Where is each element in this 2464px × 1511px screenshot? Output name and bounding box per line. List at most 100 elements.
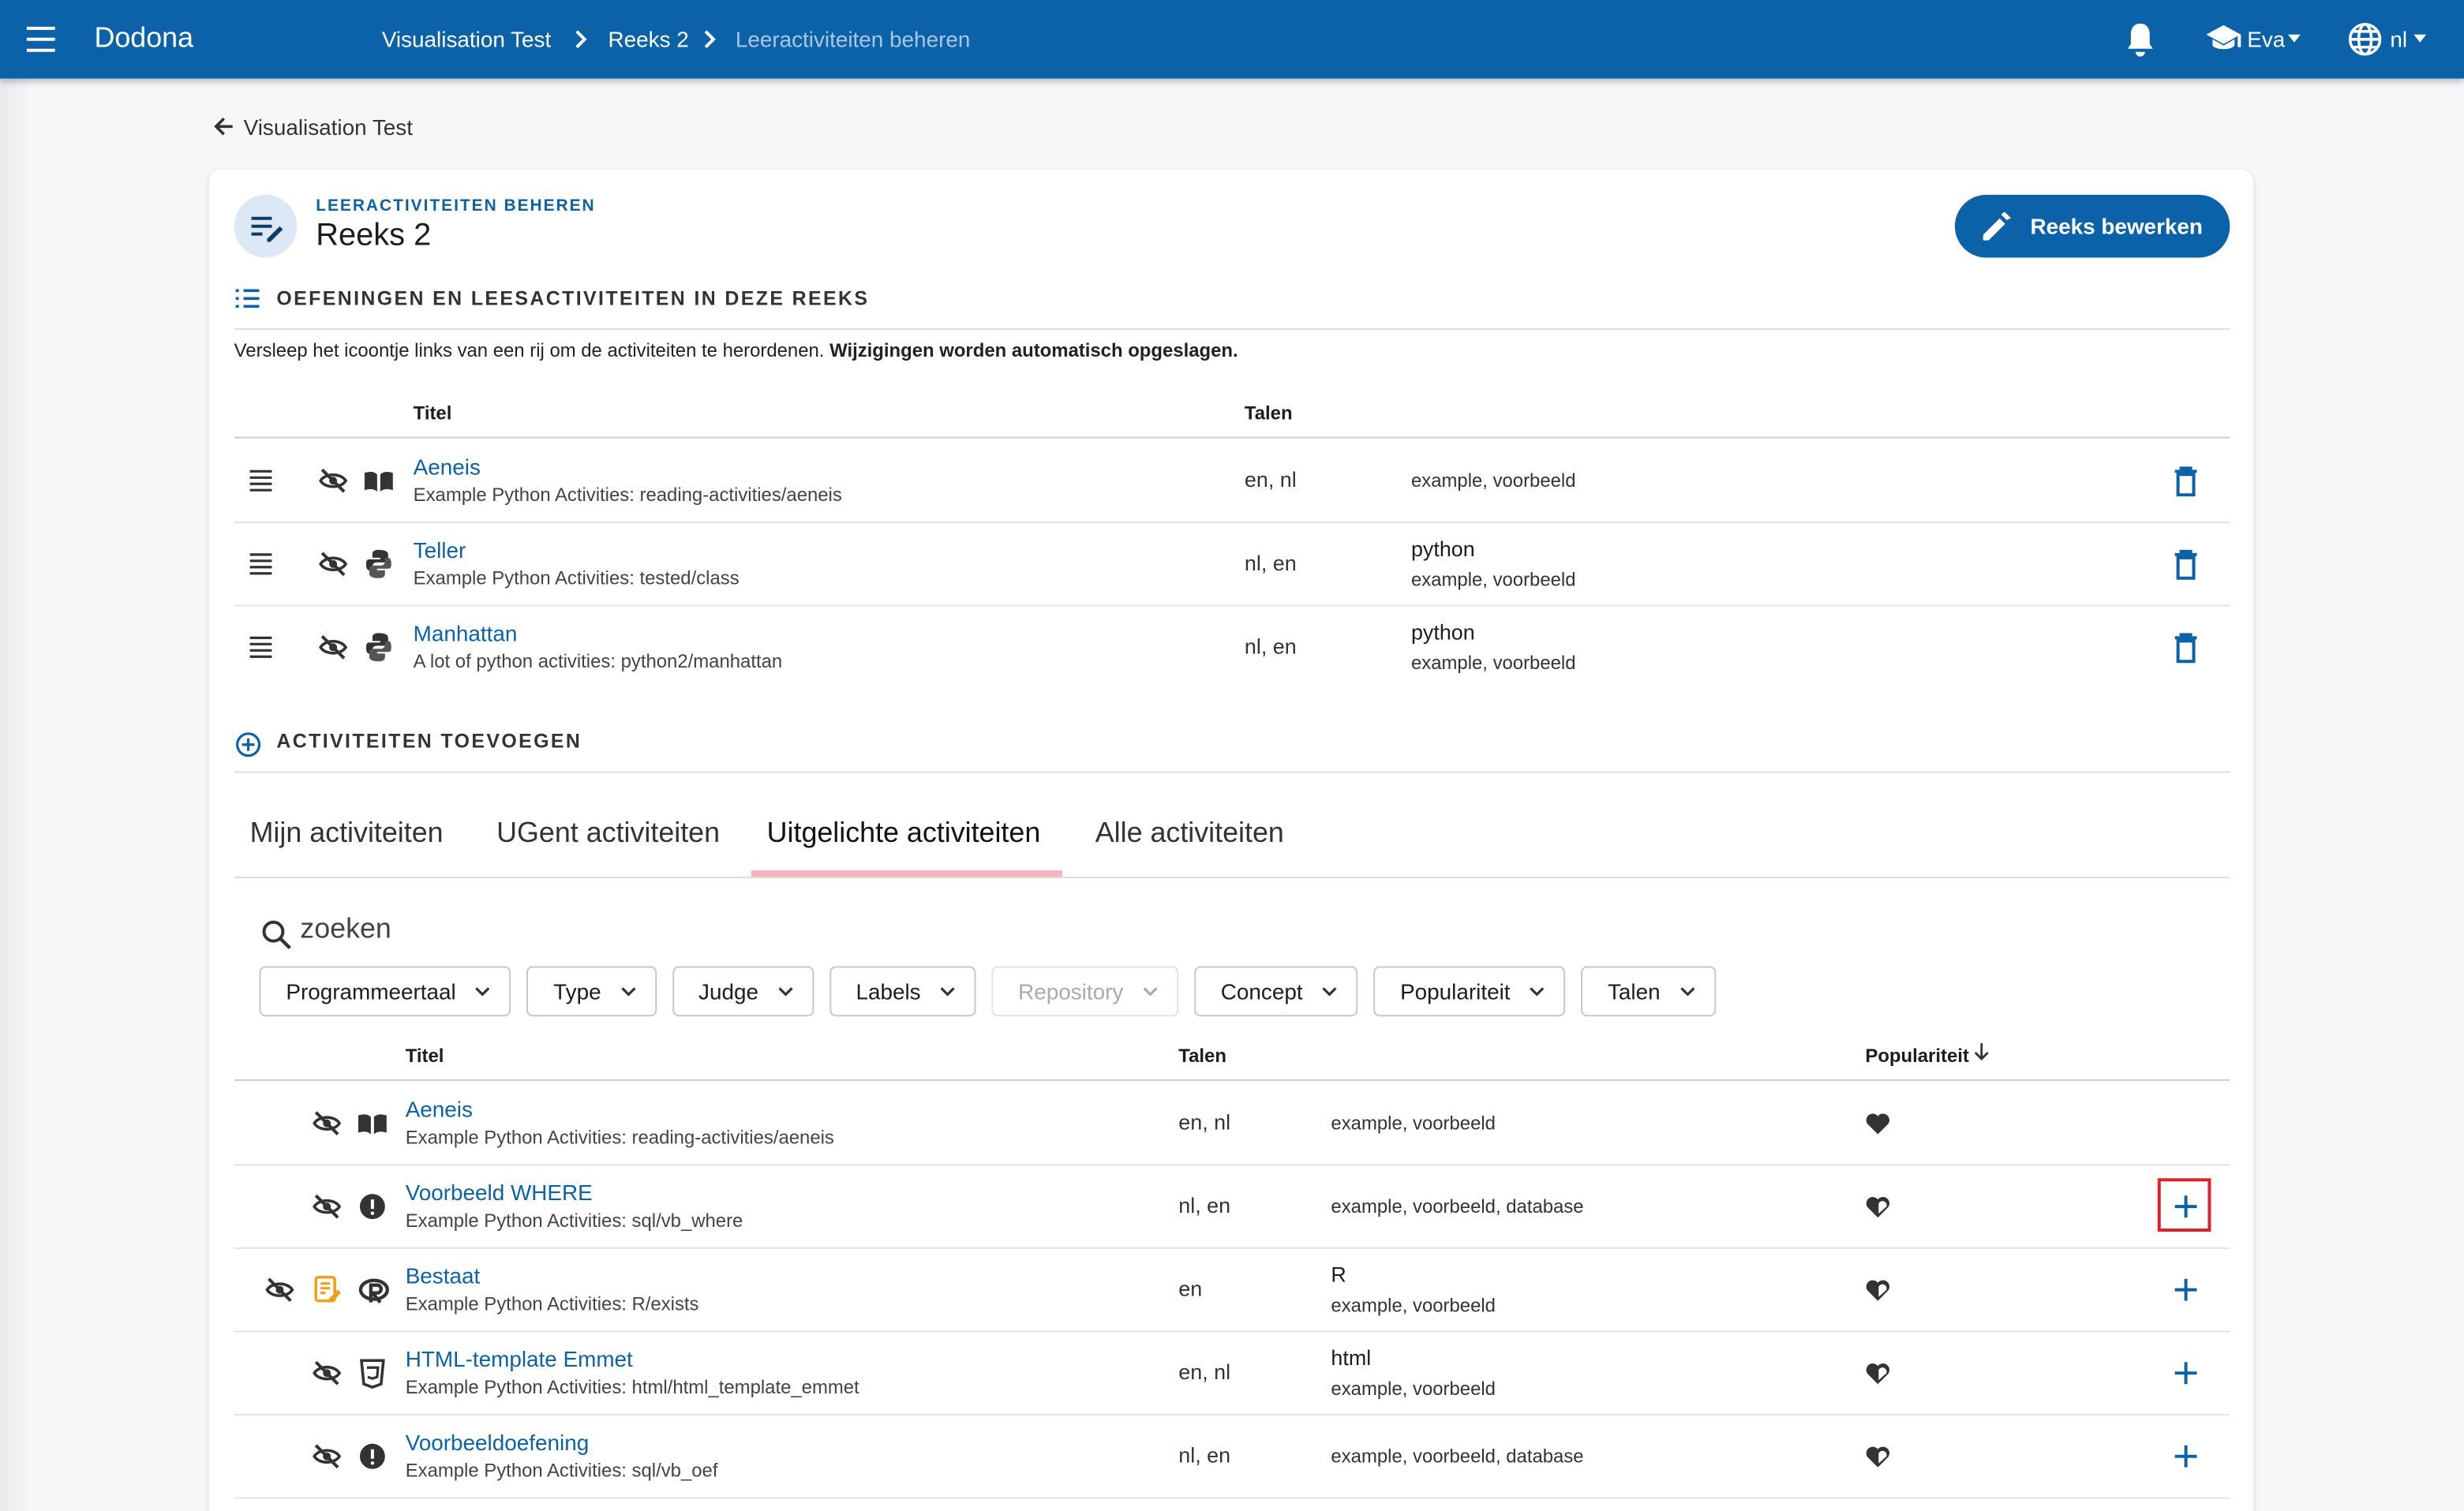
drag-handle[interactable] <box>249 553 272 575</box>
labels: example, voorbeeld <box>1331 1378 1496 1401</box>
activity-path: Example Python Activities: tested/class <box>413 567 740 589</box>
languages: nl, en <box>1244 634 1297 659</box>
user-menu[interactable]: Eva <box>2247 26 2286 52</box>
delete-button[interactable] <box>2174 466 2199 497</box>
divider <box>234 1247 2230 1249</box>
delete-button[interactable] <box>2174 633 2199 664</box>
add-button[interactable] <box>2174 1444 2199 1469</box>
labels: example, voorbeeld <box>1331 1294 1496 1317</box>
chevron <box>940 987 955 997</box>
programming-language: python <box>1410 620 1475 645</box>
tab[interactable]: Mijn activiteiten <box>249 817 444 849</box>
divider <box>234 604 2230 607</box>
edit-button[interactable]: Reeks bewerken <box>1954 194 2230 258</box>
search-icon <box>262 920 291 950</box>
sort-arrow <box>1974 1043 1989 1060</box>
languages: en <box>1178 1277 1203 1301</box>
breadcrumb-current: Leeractiviteiten beheren <box>735 26 971 52</box>
activity-title[interactable]: Manhattan <box>413 620 518 646</box>
highlight-box <box>2157 1178 2211 1232</box>
breadcrumb-separator <box>704 30 716 49</box>
language-menu[interactable]: nl <box>2390 26 2408 52</box>
menu-button[interactable] <box>26 26 58 52</box>
filter-dropdown[interactable]: Concept <box>1193 966 1358 1017</box>
tab[interactable]: Alle activiteiten <box>1095 817 1284 849</box>
edit-icon[interactable] <box>314 1275 342 1304</box>
type-icon <box>365 549 391 578</box>
activity-path: Example Python Activities: R/exists <box>405 1292 699 1315</box>
breadcrumb[interactable]: Reeks 2 <box>608 26 689 52</box>
filter-label: Populariteit <box>1400 978 1511 1004</box>
activity-path: Example Python Activities: sql/vb_oef <box>405 1459 718 1482</box>
labels: example, voorbeeld <box>1331 1112 1496 1135</box>
activity-path: Example Python Activities: sql/vb_where <box>405 1210 743 1232</box>
user-icon <box>2206 24 2241 50</box>
filter-dropdown[interactable]: Programmeertaal <box>259 966 511 1017</box>
activity-title[interactable]: Aeneis <box>405 1096 473 1122</box>
card-title: Reeks 2 <box>316 218 432 253</box>
activity-title[interactable]: Voorbeeldoefening <box>405 1429 590 1455</box>
programming-language: python <box>1410 537 1475 561</box>
delete-button[interactable] <box>2174 549 2199 580</box>
chevron <box>1679 987 1694 997</box>
divider <box>234 522 2230 524</box>
language-icon <box>2348 23 2382 56</box>
labels: example, voorbeeld <box>1410 469 1576 492</box>
chevron <box>777 987 792 997</box>
back-link[interactable]: Visualisation Test <box>243 114 413 140</box>
chevron <box>1322 987 1337 997</box>
filter-dropdown[interactable]: Judge <box>672 966 814 1017</box>
list-icon <box>235 289 260 309</box>
divider <box>234 1079 2230 1081</box>
back-arrow[interactable] <box>214 116 234 137</box>
help-text: Versleep het icoontje links van een rij … <box>234 339 825 361</box>
column-header: Talen <box>1244 402 1293 425</box>
filter-dropdown[interactable]: Talen <box>1581 966 1716 1017</box>
languages: en, nl <box>1178 1360 1231 1385</box>
add-icon <box>236 732 261 757</box>
activity-title[interactable]: HTML-template Emmet <box>405 1346 633 1372</box>
activity-title[interactable]: Voorbeeld WHERE <box>405 1180 593 1206</box>
visibility-icon <box>313 1360 342 1386</box>
activity-title[interactable]: Aeneis <box>413 454 481 480</box>
tab-active[interactable]: Uitgelichte activiteiten <box>766 817 1041 849</box>
labels: example, voorbeeld, database <box>1331 1195 1584 1218</box>
languages: nl, en <box>1178 1443 1231 1468</box>
edit-button-label: Reeks bewerken <box>2030 213 2203 239</box>
add-button[interactable] <box>2174 1194 2199 1219</box>
tab-indicator <box>751 870 1062 877</box>
help-text-bold: Wijzigingen worden automatisch opgeslage… <box>829 339 1238 361</box>
filter-dropdown[interactable]: Populariteit <box>1373 966 1566 1017</box>
activity-path: Example Python Activities: reading-activ… <box>413 484 842 507</box>
tab[interactable]: UGent activiteiten <box>496 817 721 849</box>
labels: example, voorbeeld, database <box>1331 1445 1584 1468</box>
activity-title[interactable]: Teller <box>413 537 466 563</box>
add-button[interactable] <box>2174 1360 2199 1386</box>
filter-label: Talen <box>1607 978 1661 1004</box>
chevron <box>475 987 490 997</box>
search-input[interactable]: zoeken <box>300 912 391 944</box>
drag-handle[interactable] <box>249 469 272 492</box>
visibility-icon <box>313 1444 342 1469</box>
type-icon <box>364 471 393 492</box>
edit-icon <box>1983 211 2011 241</box>
breadcrumb[interactable]: Visualisation Test <box>381 26 552 52</box>
brand[interactable]: Dodona <box>94 21 194 54</box>
drag-handle[interactable] <box>249 636 272 658</box>
section-heading: ACTIVITEITEN TOEVOEGEN <box>276 730 582 753</box>
type-icon <box>359 1358 385 1389</box>
labels: example, voorbeeld <box>1410 652 1576 675</box>
chevron <box>1143 987 1158 997</box>
filter-dropdown[interactable]: Type <box>526 966 657 1017</box>
activity-title[interactable]: Bestaat <box>405 1262 481 1288</box>
notifications-button[interactable] <box>2125 22 2156 57</box>
chevron <box>1530 987 1545 997</box>
chevron <box>620 987 635 997</box>
filter-dropdown[interactable]: Labels <box>829 966 976 1017</box>
divider <box>234 1164 2230 1166</box>
add-button[interactable] <box>2174 1277 2199 1303</box>
column-header[interactable]: Populariteit <box>1865 1045 1969 1067</box>
popularity-icon <box>1866 1196 1889 1218</box>
filter-label: Labels <box>856 978 921 1004</box>
visibility-icon <box>313 1111 342 1135</box>
